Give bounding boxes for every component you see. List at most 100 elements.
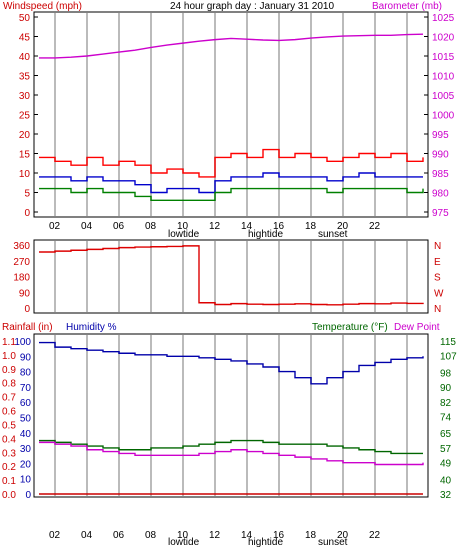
annotation-lowtide: lowtide (168, 229, 200, 240)
annotation-hightide-bottom: hightide (248, 537, 283, 548)
wind-average-line (39, 172, 423, 194)
temperature-tick: 32 (440, 490, 452, 501)
barometer-tick: 995 (432, 130, 449, 141)
windspeed-tick: 5 (24, 189, 30, 200)
direction-compass-tick: E (434, 257, 441, 268)
windspeed-tick-labels: 0 5 10 15 20 25 30 35 40 45 50 (19, 13, 38, 219)
x-tick-label: 06 (113, 530, 125, 541)
rainfall-tick: 0.9 (2, 365, 16, 376)
barometer-tick: 1025 (432, 13, 455, 24)
humidity-tick: 40 (20, 429, 32, 440)
windspeed-tick: 30 (19, 91, 31, 102)
temperature-tick: 90 (440, 383, 452, 394)
humidity-tick: 100 (14, 337, 31, 348)
humidity-tick: 90 (20, 352, 32, 363)
temperature-tick: 82 (440, 398, 452, 409)
rainfall-tick: 0.7 (2, 393, 16, 404)
temperature-tick: 107 (440, 352, 457, 363)
rain-x-tick-labels: 02 04 06 08 10 12 14 16 18 20 22 (49, 530, 381, 541)
wind-series-group (39, 33, 424, 201)
wind-low-line (39, 187, 424, 201)
x-tick-label: 08 (145, 221, 157, 232)
direction-degree-labels: 0 90 180 270 360 (13, 241, 30, 315)
barometer-tick: 975 (432, 208, 449, 219)
direction-degree-tick: 90 (19, 288, 31, 299)
rain-panel-frame (33, 333, 429, 498)
direction-degree-tick: 270 (13, 257, 30, 268)
x-tick-label: 02 (49, 221, 61, 232)
x-tick-label: 14 (241, 221, 253, 232)
barometer-line (39, 33, 424, 59)
windspeed-tick: 40 (19, 52, 31, 63)
humidity-tick: 20 (20, 459, 32, 470)
rain-gridlines (54, 335, 408, 496)
barometer-tick: 980 (432, 189, 449, 200)
direction-compass-tick: S (434, 273, 441, 284)
direction-compass-tick: W (434, 288, 444, 299)
temperature-tick: 40 (440, 475, 452, 486)
rainfall-tick: 0.4 (2, 434, 16, 445)
wind-gridlines (54, 13, 408, 216)
x-tick-label: 10 (177, 221, 189, 232)
temperature-line (39, 439, 423, 455)
direction-compass-tick: N (434, 304, 441, 315)
barometer-axis-label: Barometer (mb) (372, 1, 442, 12)
barometer-tick: 1005 (432, 91, 455, 102)
x-tick-label: 02 (49, 530, 61, 541)
wind-panel-frame (33, 11, 429, 218)
temperature-tick: 65 (440, 429, 452, 440)
wind-gust-line (39, 148, 424, 178)
barometer-tick: 985 (432, 169, 449, 180)
barometer-tick: 1010 (432, 72, 455, 83)
barometer-tick: 1020 (432, 33, 455, 44)
rainfall-tick: 0.2 (2, 462, 16, 473)
windspeed-tick: 25 (19, 111, 31, 122)
humidity-axis-label: Humidity % (66, 322, 117, 333)
rainfall-tick: 0.0 (2, 490, 16, 501)
annotation-sunset: sunset (318, 229, 348, 240)
rain-series-group (39, 341, 424, 495)
barometer-tick: 1015 (432, 52, 455, 63)
rainfall-tick: 0.6 (2, 407, 16, 418)
dewpoint-axis-label: Dew Point (394, 322, 440, 333)
x-tick-label: 06 (113, 221, 125, 232)
windspeed-axis-label: Windspeed (mph) (3, 1, 82, 12)
rainfall-tick: 0.3 (2, 448, 16, 459)
x-tick-label: 20 (337, 530, 349, 541)
windspeed-tick: 10 (19, 169, 31, 180)
x-tick-label: 22 (369, 530, 381, 541)
rainfall-tick: 0.8 (2, 379, 16, 390)
humidity-line (39, 341, 424, 385)
x-tick-label: 12 (209, 530, 221, 541)
humidity-tick: 70 (20, 383, 32, 394)
humidity-tick: 30 (20, 444, 32, 455)
annotation-lowtide-bottom: lowtide (168, 537, 200, 548)
x-tick-label: 16 (273, 530, 285, 541)
annotation-hightide: hightide (248, 229, 283, 240)
x-tick-label: 20 (337, 221, 349, 232)
x-tick-label: 22 (369, 221, 381, 232)
wind-direction-line (39, 245, 424, 306)
temperature-tick: 57 (440, 444, 452, 455)
humidity-tick: 60 (20, 398, 32, 409)
wind-x-tick-labels: 02 04 06 08 10 12 14 16 18 20 22 (49, 221, 381, 232)
direction-compass-tick: N (434, 241, 441, 252)
humidity-tick: 50 (20, 414, 32, 425)
rainfall-axis-label: Rainfall (in) (2, 322, 53, 333)
x-tick-label: 12 (209, 221, 221, 232)
rainfall-tick: 1.0 (2, 351, 16, 362)
barometer-tick-labels: 975 980 985 990 995 1000 1005 1010 1015 1020 1025 (424, 13, 455, 219)
dewpoint-line (39, 441, 424, 466)
barometer-tick: 1000 (432, 111, 455, 122)
x-tick-label: 16 (273, 221, 285, 232)
annotation-sunset-bottom: sunset (318, 537, 348, 548)
x-tick-label: 04 (81, 221, 93, 232)
x-tick-label: 10 (177, 530, 189, 541)
x-tick-label: 04 (81, 530, 93, 541)
direction-degree-tick: 0 (24, 304, 30, 315)
windspeed-tick: 45 (19, 33, 31, 44)
humidity-tick: 80 (20, 368, 32, 379)
temperature-tick: 98 (440, 368, 452, 379)
